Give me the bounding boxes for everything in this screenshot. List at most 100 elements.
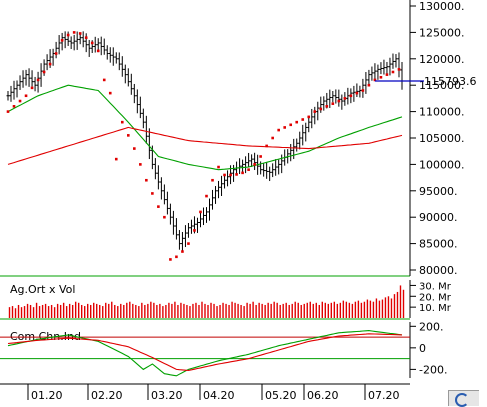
long-moving-average-line: [7, 126, 403, 165]
y-tick-label: 120000.: [419, 53, 465, 66]
sar-dot: [343, 97, 347, 100]
sar-dot: [295, 120, 299, 124]
cci-tick-label: 0: [419, 342, 426, 355]
cci-tick-label: -200.: [419, 363, 447, 376]
sar-dot: [391, 70, 395, 74]
sar-dot: [157, 205, 160, 208]
sar-dot: [397, 68, 401, 71]
sar-dot: [18, 99, 22, 103]
sar-dot: [24, 94, 28, 98]
y-tick-label: 115000.: [419, 79, 465, 92]
sar-dot: [114, 157, 118, 161]
sar-dot: [42, 70, 46, 74]
y-tick-label: 80000.: [419, 264, 458, 277]
sar-dot: [108, 91, 112, 95]
x-tick-label: 06.20: [307, 389, 339, 402]
cci-panel-title: Com.Chn.Ind: [10, 330, 81, 343]
x-tick-label: 01.20: [31, 389, 63, 402]
x-tick-label: 03.20: [151, 389, 183, 402]
sar-dot: [102, 78, 106, 82]
y-tick-label: 100000.: [419, 158, 465, 171]
cci-tick-label: 200.: [419, 320, 444, 333]
sar-dot: [36, 78, 40, 82]
sar-dot: [6, 110, 10, 113]
sar-dot: [265, 144, 268, 148]
sar-dot: [96, 49, 100, 53]
sar-dot: [259, 155, 262, 158]
sar-dot: [30, 86, 34, 90]
sar-dot: [271, 136, 274, 140]
sar-dot: [120, 120, 124, 124]
sar-dot: [283, 126, 286, 129]
sar-dot: [361, 89, 365, 92]
sar-dot: [84, 36, 88, 39]
sar-dot: [48, 62, 52, 66]
volume-tick-label: 30. Mr: [419, 281, 452, 292]
sar-dot: [187, 242, 190, 245]
sar-dot: [385, 73, 389, 76]
sar-dot: [211, 178, 214, 182]
volume-panel-title: Ag.Ort x Vol: [10, 283, 75, 296]
sar-dot: [133, 147, 136, 150]
sar-dot: [90, 41, 94, 45]
sar-dot: [247, 168, 250, 171]
sar-dot: [241, 171, 244, 175]
sar-dot: [223, 173, 226, 177]
sar-dot: [331, 102, 335, 105]
cci-panel: Com.Chn.Ind 200. 0 -200.: [0, 320, 447, 378]
sar-dot: [253, 163, 256, 166]
cci-fast-line: [7, 330, 403, 377]
sar-dot: [151, 192, 154, 195]
sar-dot: [349, 94, 353, 98]
sar-dot: [325, 105, 329, 108]
x-tick-label: 04.20: [203, 389, 235, 402]
y-tick-label: 90000.: [419, 211, 458, 224]
y-tick-label: 95000.: [419, 185, 458, 198]
sar-dot: [163, 215, 166, 219]
sar-dot: [319, 107, 323, 111]
y-tick-label: 125000.: [419, 26, 465, 39]
sar-dot: [66, 33, 70, 37]
sar-dot: [355, 91, 359, 95]
x-tick-label: 02.20: [91, 389, 123, 402]
short-moving-average-line: [7, 84, 403, 171]
volume-tick-label: 20. Mr: [419, 292, 452, 303]
last-value-label: 115793.6: [424, 75, 477, 88]
y-tick-label: 85000.: [419, 238, 458, 251]
sar-dot: [193, 229, 196, 232]
sar-dot: [379, 75, 383, 79]
sar-dot: [229, 173, 232, 177]
sar-dot: [139, 163, 142, 166]
sar-dot: [169, 258, 172, 261]
x-axis: 01.20 02.20 03.20 04.20 05.20 06.20 07.20: [0, 383, 410, 402]
sar-dot: [289, 123, 293, 127]
sar-dot: [373, 78, 377, 82]
y-tick-label: 130000.: [419, 0, 465, 13]
sar-dot: [145, 178, 148, 182]
sar-dot: [12, 105, 16, 108]
sar-dot: [307, 115, 311, 119]
sar-dot: [337, 99, 341, 103]
price-panel: 130000. 125000. 120000. 115000. 110000. 10500…: [0, 0, 477, 277]
y-tick-label: 110000.: [419, 106, 465, 119]
sar-dot: [127, 134, 130, 137]
x-tick-label: 07.20: [368, 389, 400, 402]
sar-dot: [205, 194, 208, 198]
sar-dot: [72, 31, 76, 34]
x-tick-label: 05.20: [265, 389, 297, 402]
chart-tool-icon[interactable]: [448, 390, 479, 407]
sar-dot: [217, 165, 220, 169]
volume-tick-label: 10. Mr: [419, 303, 452, 314]
sar-dot: [277, 128, 280, 132]
sar-dot: [301, 118, 305, 121]
sar-dot: [199, 210, 202, 214]
y-tick-label: 105000.: [419, 132, 465, 145]
sar-dot: [78, 32, 82, 35]
sar-dot: [181, 250, 184, 253]
cci-slow-line: [7, 333, 403, 372]
sar-dot: [367, 83, 371, 87]
sar-dot: [313, 110, 317, 113]
sar-dot: [175, 255, 178, 259]
